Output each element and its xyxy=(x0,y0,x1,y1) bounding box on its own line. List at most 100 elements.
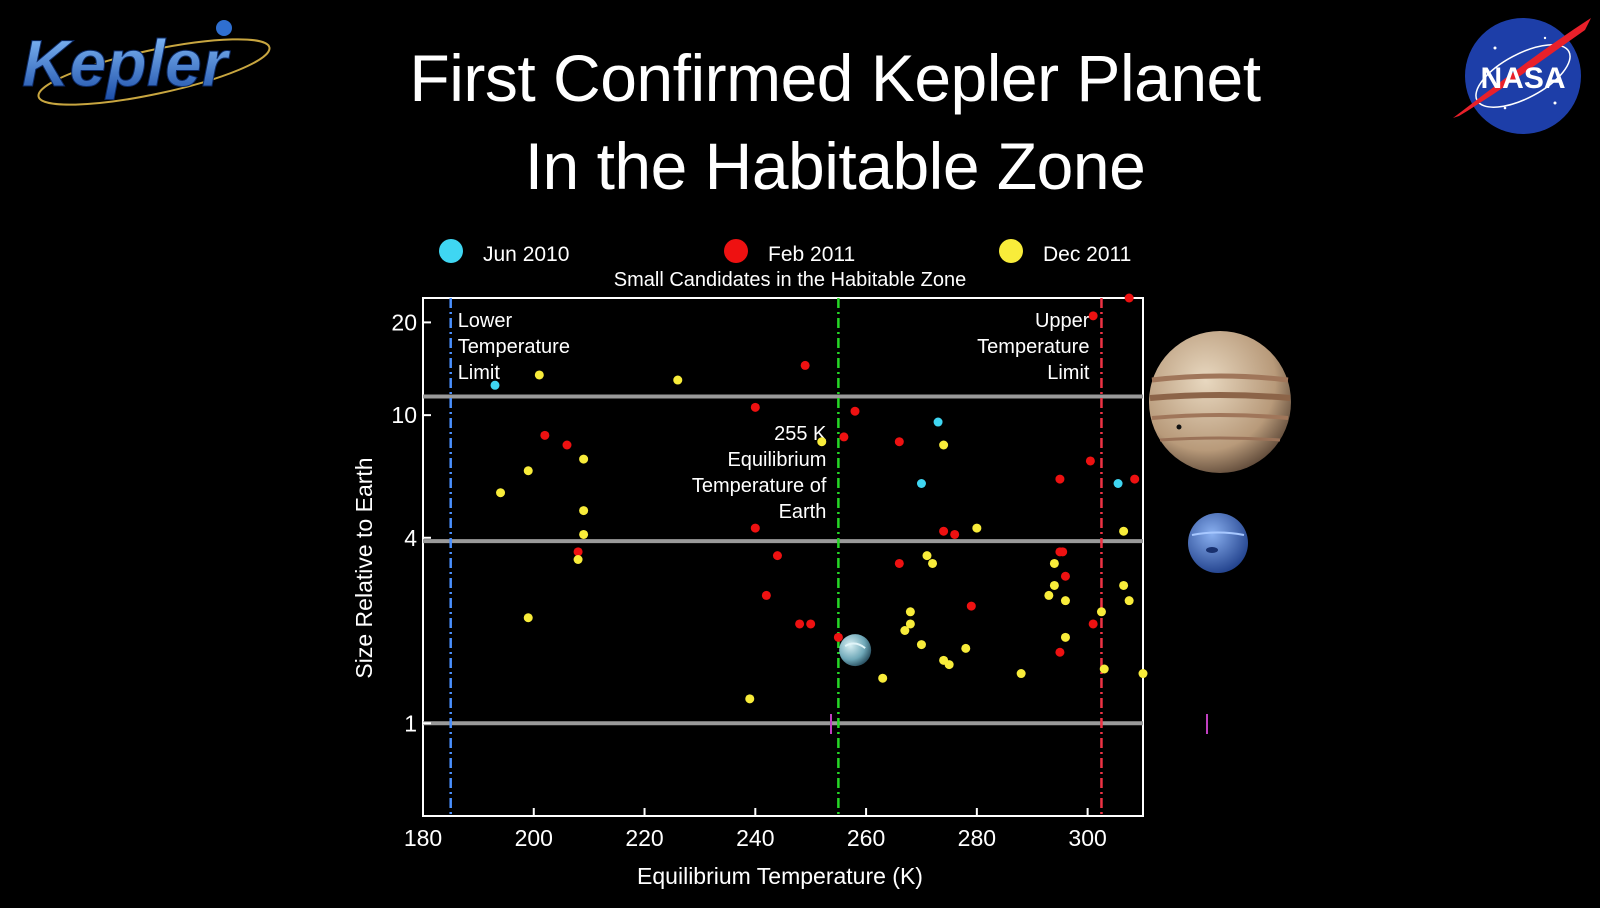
data-point xyxy=(850,406,860,416)
data-point xyxy=(523,613,533,623)
vline-label: Lower xyxy=(458,310,513,332)
vline-label: Equilibrium xyxy=(727,449,826,471)
x-tick-label: 260 xyxy=(847,825,885,851)
data-point xyxy=(1124,596,1134,606)
data-point xyxy=(750,523,760,533)
earth-image xyxy=(839,634,872,667)
data-point xyxy=(1096,607,1106,617)
data-point xyxy=(878,673,888,683)
y-tick-label: 1 xyxy=(404,710,417,736)
kepler-logo-text: Kepler xyxy=(22,26,231,100)
legend-swatch xyxy=(724,239,748,263)
data-point xyxy=(534,370,544,380)
data-point xyxy=(806,619,816,629)
vline-label: Upper xyxy=(1035,310,1090,332)
data-point xyxy=(916,478,926,488)
y-tick-label: 20 xyxy=(391,309,417,335)
y-tick-label: 4 xyxy=(404,525,417,551)
legend-swatch xyxy=(439,239,463,263)
data-point xyxy=(950,529,960,539)
data-point xyxy=(573,554,583,564)
data-point xyxy=(562,440,572,450)
data-point xyxy=(933,417,943,427)
vline-label: Temperature xyxy=(977,336,1089,358)
data-point xyxy=(1058,547,1068,557)
data-point xyxy=(939,440,949,450)
data-point xyxy=(1060,571,1070,581)
x-axis-label: Equilibrium Temperature (K) xyxy=(637,863,923,889)
data-point xyxy=(1055,647,1065,657)
data-point xyxy=(961,643,971,653)
data-point xyxy=(944,660,954,670)
data-point xyxy=(900,626,910,636)
x-tick-label: 240 xyxy=(736,825,774,851)
data-point xyxy=(761,590,771,600)
x-tick-label: 180 xyxy=(404,825,442,851)
data-point xyxy=(1113,478,1123,488)
y-tick-label: 10 xyxy=(391,402,417,428)
data-point xyxy=(1088,311,1098,321)
data-point xyxy=(1130,474,1140,484)
data-point xyxy=(523,466,533,476)
nasa-logo-text: NASA xyxy=(1480,62,1565,95)
data-point xyxy=(496,488,506,498)
data-point xyxy=(800,360,810,370)
data-point xyxy=(490,380,500,390)
earth-globe xyxy=(839,634,872,667)
data-point xyxy=(839,432,849,442)
x-tick-label: 220 xyxy=(625,825,663,851)
data-point xyxy=(928,558,938,568)
vline-label: Temperature of xyxy=(692,475,827,497)
y-axis-label: Size Relative to Earth xyxy=(351,457,377,678)
data-point xyxy=(833,632,843,642)
data-point xyxy=(1088,619,1098,629)
data-point xyxy=(1138,669,1148,679)
data-point xyxy=(573,547,583,557)
vline-label: Limit xyxy=(1047,362,1090,384)
neptune-image xyxy=(1188,513,1248,573)
legend-label: Dec 2011 xyxy=(1043,243,1131,266)
data-point xyxy=(1016,669,1026,679)
legend-label: Jun 2010 xyxy=(483,243,569,266)
data-point xyxy=(795,619,805,629)
data-point xyxy=(579,529,589,539)
vline-label: Temperature xyxy=(458,336,570,358)
data-point xyxy=(1049,580,1059,590)
data-point xyxy=(579,506,589,516)
legend-swatch xyxy=(999,239,1023,263)
data-point xyxy=(966,601,976,611)
page-title-line-1: First Confirmed Kepler Planet xyxy=(409,41,1261,115)
data-point xyxy=(772,551,782,561)
data-point xyxy=(540,430,550,440)
x-tick-label: 280 xyxy=(958,825,996,851)
plot-frame xyxy=(422,297,1144,817)
data-point xyxy=(1085,456,1095,466)
data-point xyxy=(1119,526,1129,536)
data-point xyxy=(1099,664,1109,674)
data-point xyxy=(579,454,589,464)
data-point xyxy=(1055,474,1065,484)
data-point xyxy=(905,607,915,617)
data-point xyxy=(745,694,755,704)
data-point xyxy=(922,551,932,561)
x-tick-label: 300 xyxy=(1068,825,1106,851)
data-point xyxy=(905,619,915,629)
data-point xyxy=(1049,558,1059,568)
vline-label: Earth xyxy=(779,501,827,523)
data-point xyxy=(1119,580,1129,590)
data-point xyxy=(1060,632,1070,642)
data-point xyxy=(894,558,904,568)
data-point xyxy=(673,375,683,385)
data-point xyxy=(972,523,982,533)
vline-label: 255 K xyxy=(774,423,827,445)
data-point xyxy=(894,437,904,447)
data-point xyxy=(1060,596,1070,606)
data-point xyxy=(1124,293,1134,303)
data-point xyxy=(916,640,926,650)
earth-cloud xyxy=(844,642,866,649)
data-point xyxy=(939,526,949,536)
data-point xyxy=(817,437,827,447)
page-title-line-2: In the Habitable Zone xyxy=(524,129,1146,203)
kepler-logo: Kepler xyxy=(22,20,271,106)
